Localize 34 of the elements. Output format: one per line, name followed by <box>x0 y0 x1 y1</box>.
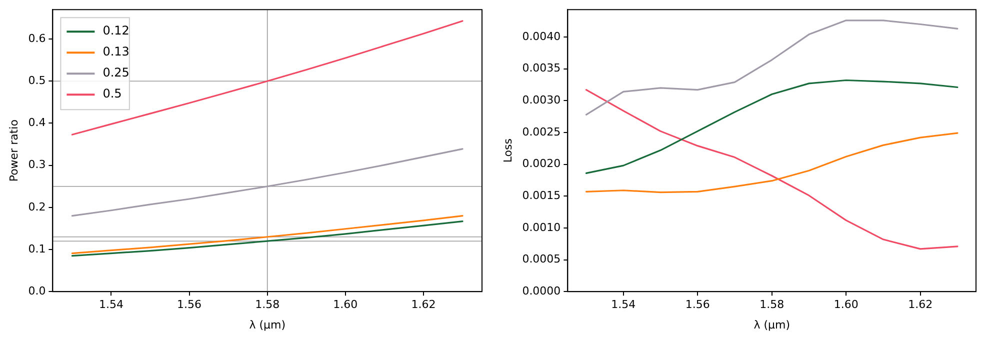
x-axis-title: λ (µm) <box>249 318 286 332</box>
legend-label: 0.25 <box>102 66 130 80</box>
legend-label: 0.5 <box>102 86 122 101</box>
y-tick-label: 0.0020 <box>522 157 561 170</box>
y-tick-label: 0.3 <box>28 158 46 172</box>
y-tick-label: 0.2 <box>28 200 46 214</box>
y-tick-label: 0.0010 <box>522 220 561 234</box>
y-tick-label: 0.0030 <box>522 93 561 106</box>
x-tick-label: 1.54 <box>611 298 636 312</box>
legend-label: 0.12 <box>102 24 130 38</box>
x-tick-label: 1.60 <box>834 298 858 312</box>
legend-label: 0.13 <box>102 44 130 59</box>
x-tick-label: 1.62 <box>411 298 436 312</box>
y-axis-title: Power ratio <box>7 119 20 182</box>
y-tick-label: 0.5 <box>28 74 46 88</box>
x-tick-label: 1.54 <box>98 298 124 312</box>
x-tick-label: 1.62 <box>908 298 933 312</box>
x-tick-label: 1.56 <box>685 298 710 312</box>
x-tick-label: 1.56 <box>177 298 202 312</box>
x-axis-title: λ (µm) <box>754 318 790 332</box>
y-tick-label: 0.1 <box>28 242 46 256</box>
y-tick-label: 0.0040 <box>522 30 561 43</box>
y-tick-label: 0.0005 <box>522 252 561 266</box>
y-tick-label: 0.0025 <box>522 125 561 138</box>
y-axis-title: Loss <box>501 138 514 163</box>
x-tick-label: 1.58 <box>255 298 280 312</box>
y-tick-label: 0.4 <box>28 116 46 130</box>
x-tick-label: 1.58 <box>760 298 784 312</box>
y-tick-label: 0.6 <box>28 32 46 45</box>
y-tick-label: 0.0035 <box>522 62 561 75</box>
y-tick-label: 0.0000 <box>522 284 561 298</box>
y-tick-label: 0.0015 <box>522 188 561 202</box>
y-tick-label: 0.0 <box>28 284 46 298</box>
x-tick-label: 1.60 <box>333 298 358 312</box>
